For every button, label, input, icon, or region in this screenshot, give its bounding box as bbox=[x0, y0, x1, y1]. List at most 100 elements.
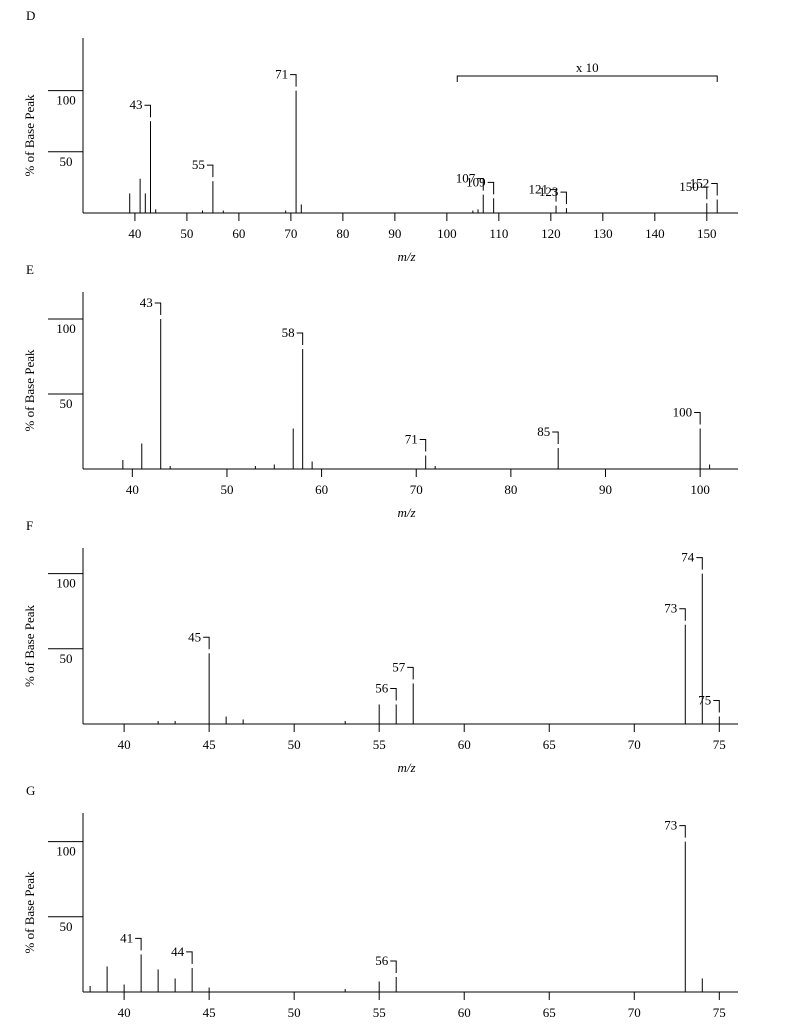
peak-label: 123 bbox=[539, 184, 559, 199]
x-tick-label: 80 bbox=[336, 226, 349, 241]
y-axis-label: % of Base Peak bbox=[22, 871, 37, 953]
y-tick-label: 100 bbox=[56, 93, 76, 108]
x-axis-label: m/z bbox=[397, 249, 415, 264]
panel-letter: F bbox=[26, 518, 33, 533]
y-axis-label: % of Base Peak bbox=[22, 605, 37, 687]
x-tick-label: 60 bbox=[458, 737, 471, 752]
label-hook bbox=[154, 302, 162, 315]
peak-label: 121 bbox=[529, 182, 549, 197]
label-hook bbox=[419, 439, 427, 452]
peak-label: 85 bbox=[537, 424, 550, 439]
x-tick-label: 45 bbox=[203, 737, 216, 752]
panel-letter: D bbox=[26, 8, 35, 23]
peak-label: 152 bbox=[690, 176, 710, 191]
x-tick-label: 130 bbox=[593, 226, 613, 241]
peak-label: 71 bbox=[275, 67, 288, 82]
x-tick-label: 55 bbox=[373, 1005, 386, 1020]
label-hook bbox=[679, 608, 686, 621]
label-hook bbox=[390, 960, 397, 973]
spectrum-panel: E % of Base Peak m/z 50 100 40 50 60 70 80 90 100 43… bbox=[22, 262, 738, 520]
x-tick-label: 70 bbox=[628, 737, 641, 752]
label-hook bbox=[203, 636, 210, 650]
peak-label: 56 bbox=[375, 953, 389, 968]
peak-label: 44 bbox=[171, 944, 185, 959]
peak-label: 74 bbox=[681, 550, 695, 565]
x-tick-label: 75 bbox=[713, 737, 726, 752]
x-tick-label: 40 bbox=[128, 226, 141, 241]
x-axis-label: m/z bbox=[397, 760, 415, 775]
label-hook bbox=[550, 189, 557, 202]
peak-label: 41 bbox=[120, 930, 133, 945]
peak-label: 43 bbox=[130, 97, 143, 112]
label-hook bbox=[135, 937, 142, 951]
x-tick-label: 70 bbox=[284, 226, 297, 241]
y-tick-label: 100 bbox=[56, 844, 76, 859]
label-hook bbox=[696, 557, 703, 570]
label-hook bbox=[711, 183, 718, 196]
label-hook bbox=[560, 191, 567, 205]
x-tick-label: 100 bbox=[437, 226, 457, 241]
x-tick-label: 75 bbox=[713, 1005, 726, 1020]
x-tick-label: 70 bbox=[628, 1005, 641, 1020]
spectrum-panel: G % of Base Peak 50 100 40 45 50 55 60 65 70 75 41 44… bbox=[22, 783, 738, 1020]
peak-label: 73 bbox=[664, 601, 677, 616]
x-tick-label: 140 bbox=[645, 226, 665, 241]
spectrum-panel: F % of Base Peak m/z 50 100 40 45 50 55 60 65 70 75 4… bbox=[22, 518, 738, 775]
peak-label: 73 bbox=[664, 818, 677, 833]
x-tick-label: 65 bbox=[543, 1005, 556, 1020]
panel-letter: G bbox=[26, 783, 35, 798]
x-tick-label: 45 bbox=[203, 1005, 216, 1020]
panel-letter: E bbox=[26, 262, 34, 277]
x-tick-label: 60 bbox=[315, 482, 328, 497]
label-hook bbox=[144, 104, 152, 118]
peak-label: 71 bbox=[405, 432, 418, 447]
label-hook bbox=[694, 412, 701, 425]
y-tick-label: 50 bbox=[60, 396, 73, 411]
y-tick-label: 50 bbox=[60, 154, 73, 169]
peak-label: 150 bbox=[679, 179, 699, 194]
magnification-bracket bbox=[456, 75, 718, 82]
x-tick-label: 50 bbox=[220, 482, 233, 497]
label-hook bbox=[290, 74, 297, 87]
label-hook bbox=[206, 164, 214, 178]
y-axis-label: % of Base Peak bbox=[22, 349, 37, 431]
label-hook bbox=[552, 431, 559, 444]
x-tick-label: 60 bbox=[232, 226, 245, 241]
peak-label: 43 bbox=[140, 295, 153, 310]
peak-label: 58 bbox=[282, 325, 295, 340]
x-tick-label: 90 bbox=[388, 226, 401, 241]
peak-label: 109 bbox=[466, 174, 486, 189]
x-tick-label: 50 bbox=[288, 1005, 301, 1020]
x-tick-label: 150 bbox=[697, 226, 717, 241]
x-tick-label: 80 bbox=[504, 482, 517, 497]
peak-label: 75 bbox=[698, 692, 711, 707]
peak-label: 57 bbox=[392, 659, 406, 674]
x-tick-label: 60 bbox=[458, 1005, 471, 1020]
spectrum-panel: D % of Base Peak m/z 50 100 40 50 60 70 80 90 100 11… bbox=[22, 8, 738, 264]
peak-label: 107 bbox=[456, 171, 476, 186]
x-tick-label: 120 bbox=[541, 226, 561, 241]
label-hook bbox=[186, 951, 193, 964]
label-hook bbox=[296, 332, 304, 345]
peak-label: 100 bbox=[673, 405, 693, 420]
y-tick-label: 50 bbox=[60, 651, 73, 666]
y-tick-label: 50 bbox=[60, 919, 73, 934]
y-tick-label: 100 bbox=[56, 321, 76, 336]
x-tick-label: 55 bbox=[373, 737, 386, 752]
label-hook bbox=[700, 186, 708, 200]
y-tick-label: 100 bbox=[56, 576, 76, 591]
magnification-label: x 10 bbox=[576, 60, 599, 75]
x-tick-label: 50 bbox=[288, 737, 301, 752]
x-tick-label: 100 bbox=[690, 482, 710, 497]
label-hook bbox=[487, 181, 495, 195]
y-axis-label: % of Base Peak bbox=[22, 94, 37, 176]
peak-label: 45 bbox=[188, 629, 201, 644]
x-axis-label: m/z bbox=[397, 505, 415, 520]
label-hook bbox=[390, 687, 397, 701]
peak-label: 55 bbox=[192, 157, 205, 172]
x-tick-label: 110 bbox=[489, 226, 508, 241]
label-hook bbox=[477, 178, 484, 191]
x-tick-label: 40 bbox=[118, 1005, 131, 1020]
x-tick-label: 70 bbox=[410, 482, 423, 497]
